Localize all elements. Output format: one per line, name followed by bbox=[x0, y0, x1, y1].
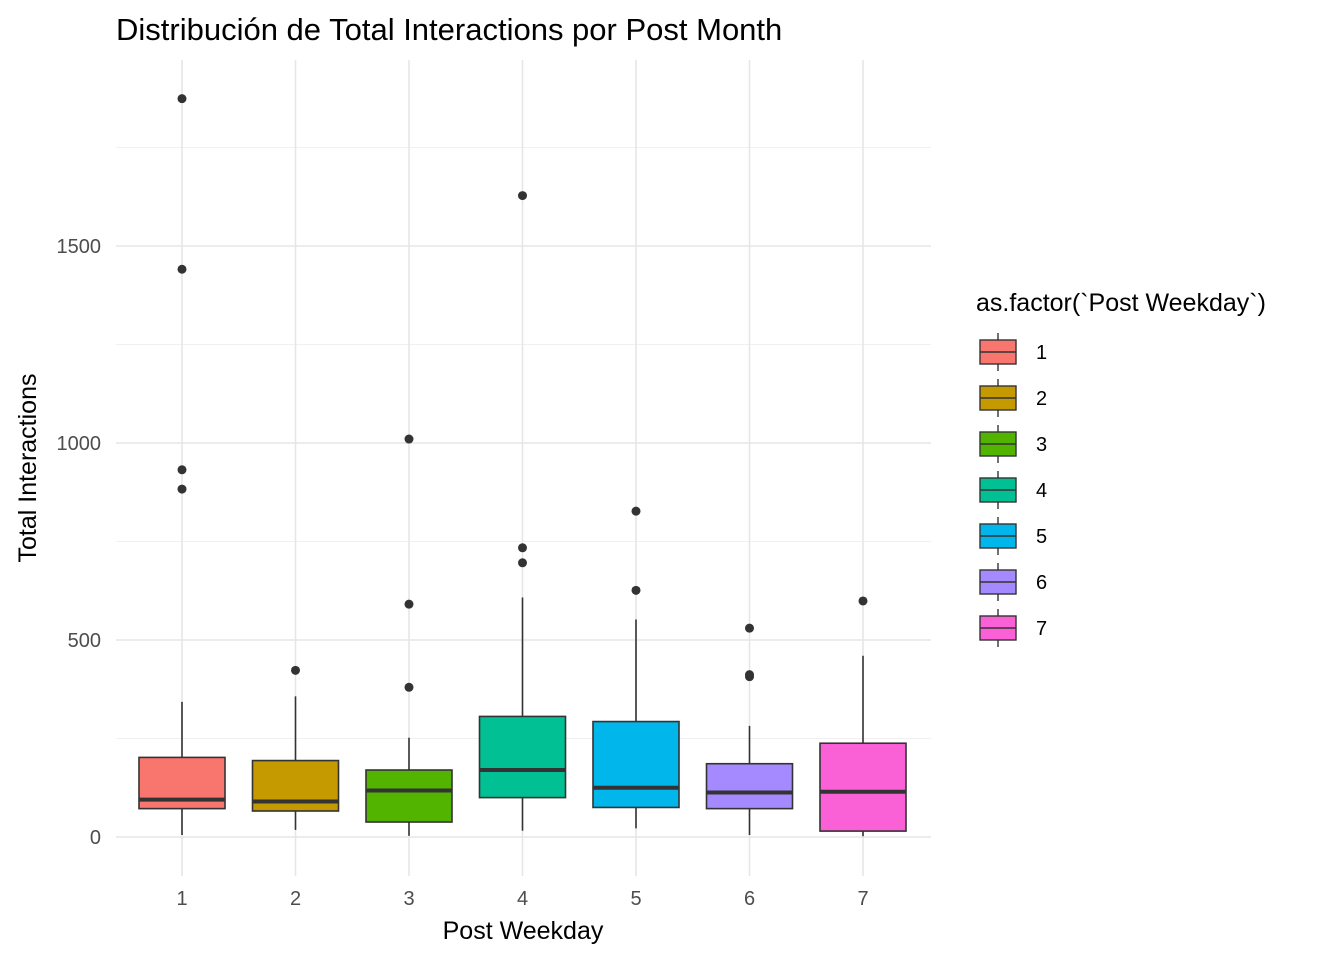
legend-label: 7 bbox=[1036, 618, 1047, 640]
x-tick-label: 5 bbox=[630, 888, 641, 910]
legend-label: 6 bbox=[1036, 572, 1047, 594]
y-axis-title: Total Interactions bbox=[14, 374, 42, 563]
y-tick-label: 1000 bbox=[57, 433, 102, 455]
legend: as.factor(`Post Weekday`) 1 2 3 4 5 6 7 bbox=[976, 289, 1266, 647]
outlier-point bbox=[404, 599, 414, 609]
y-tick-labels: 0 500 1000 1500 bbox=[57, 236, 102, 849]
legend-key-4 bbox=[979, 471, 1017, 509]
outlier-point bbox=[858, 596, 868, 606]
outlier-point bbox=[177, 465, 187, 475]
outlier-point bbox=[631, 585, 641, 595]
box-group-2 bbox=[251, 665, 340, 830]
outlier-point bbox=[518, 543, 527, 553]
boxes bbox=[138, 94, 907, 837]
outlier-point bbox=[518, 558, 527, 568]
outlier-point bbox=[291, 665, 300, 675]
legend-key-3 bbox=[979, 425, 1017, 463]
outlier-point bbox=[177, 264, 187, 274]
box-group-6 bbox=[705, 623, 794, 836]
box bbox=[478, 715, 567, 799]
x-tick-label: 1 bbox=[176, 888, 187, 910]
x-axis-title: Post Weekday bbox=[443, 917, 604, 945]
y-tick-label: 1500 bbox=[57, 236, 102, 258]
outlier-point bbox=[631, 506, 641, 516]
legend-label: 4 bbox=[1036, 480, 1047, 502]
legend-key-2 bbox=[979, 379, 1017, 417]
outlier-point bbox=[745, 670, 754, 680]
box bbox=[819, 742, 907, 832]
box bbox=[365, 769, 453, 823]
box-group-1 bbox=[138, 94, 226, 836]
outlier-point bbox=[177, 94, 187, 104]
legend-label: 5 bbox=[1036, 526, 1047, 548]
x-tick-label: 6 bbox=[744, 888, 755, 910]
x-tick-label: 7 bbox=[857, 888, 868, 910]
outlier-point bbox=[404, 682, 414, 692]
legend-key-7 bbox=[979, 609, 1017, 647]
legend-key-6 bbox=[979, 563, 1017, 601]
box-group-7 bbox=[819, 596, 907, 837]
box-group-5 bbox=[592, 506, 680, 829]
box-group-3 bbox=[365, 434, 453, 836]
legend-title: as.factor(`Post Weekday`) bbox=[976, 289, 1266, 317]
y-tick-label: 0 bbox=[90, 827, 101, 849]
legend-label: 1 bbox=[1036, 342, 1047, 364]
box-group-4 bbox=[478, 191, 567, 831]
outlier-point bbox=[518, 191, 527, 201]
y-tick-label: 500 bbox=[68, 630, 101, 652]
x-tick-labels: 1 2 3 4 5 6 7 bbox=[176, 888, 868, 910]
outlier-point bbox=[745, 623, 754, 633]
chart-title: Distribución de Total Interactions por P… bbox=[116, 12, 782, 47]
outlier-point bbox=[177, 484, 187, 494]
box bbox=[592, 720, 680, 809]
x-tick-label: 3 bbox=[403, 888, 414, 910]
outlier-point bbox=[404, 434, 414, 444]
legend-label: 3 bbox=[1036, 434, 1047, 456]
x-tick-label: 2 bbox=[290, 888, 301, 910]
x-tick-label: 4 bbox=[517, 888, 528, 910]
legend-label: 2 bbox=[1036, 388, 1047, 410]
legend-key-1 bbox=[979, 333, 1017, 371]
legend-key-5 bbox=[979, 517, 1017, 555]
box bbox=[705, 762, 794, 810]
